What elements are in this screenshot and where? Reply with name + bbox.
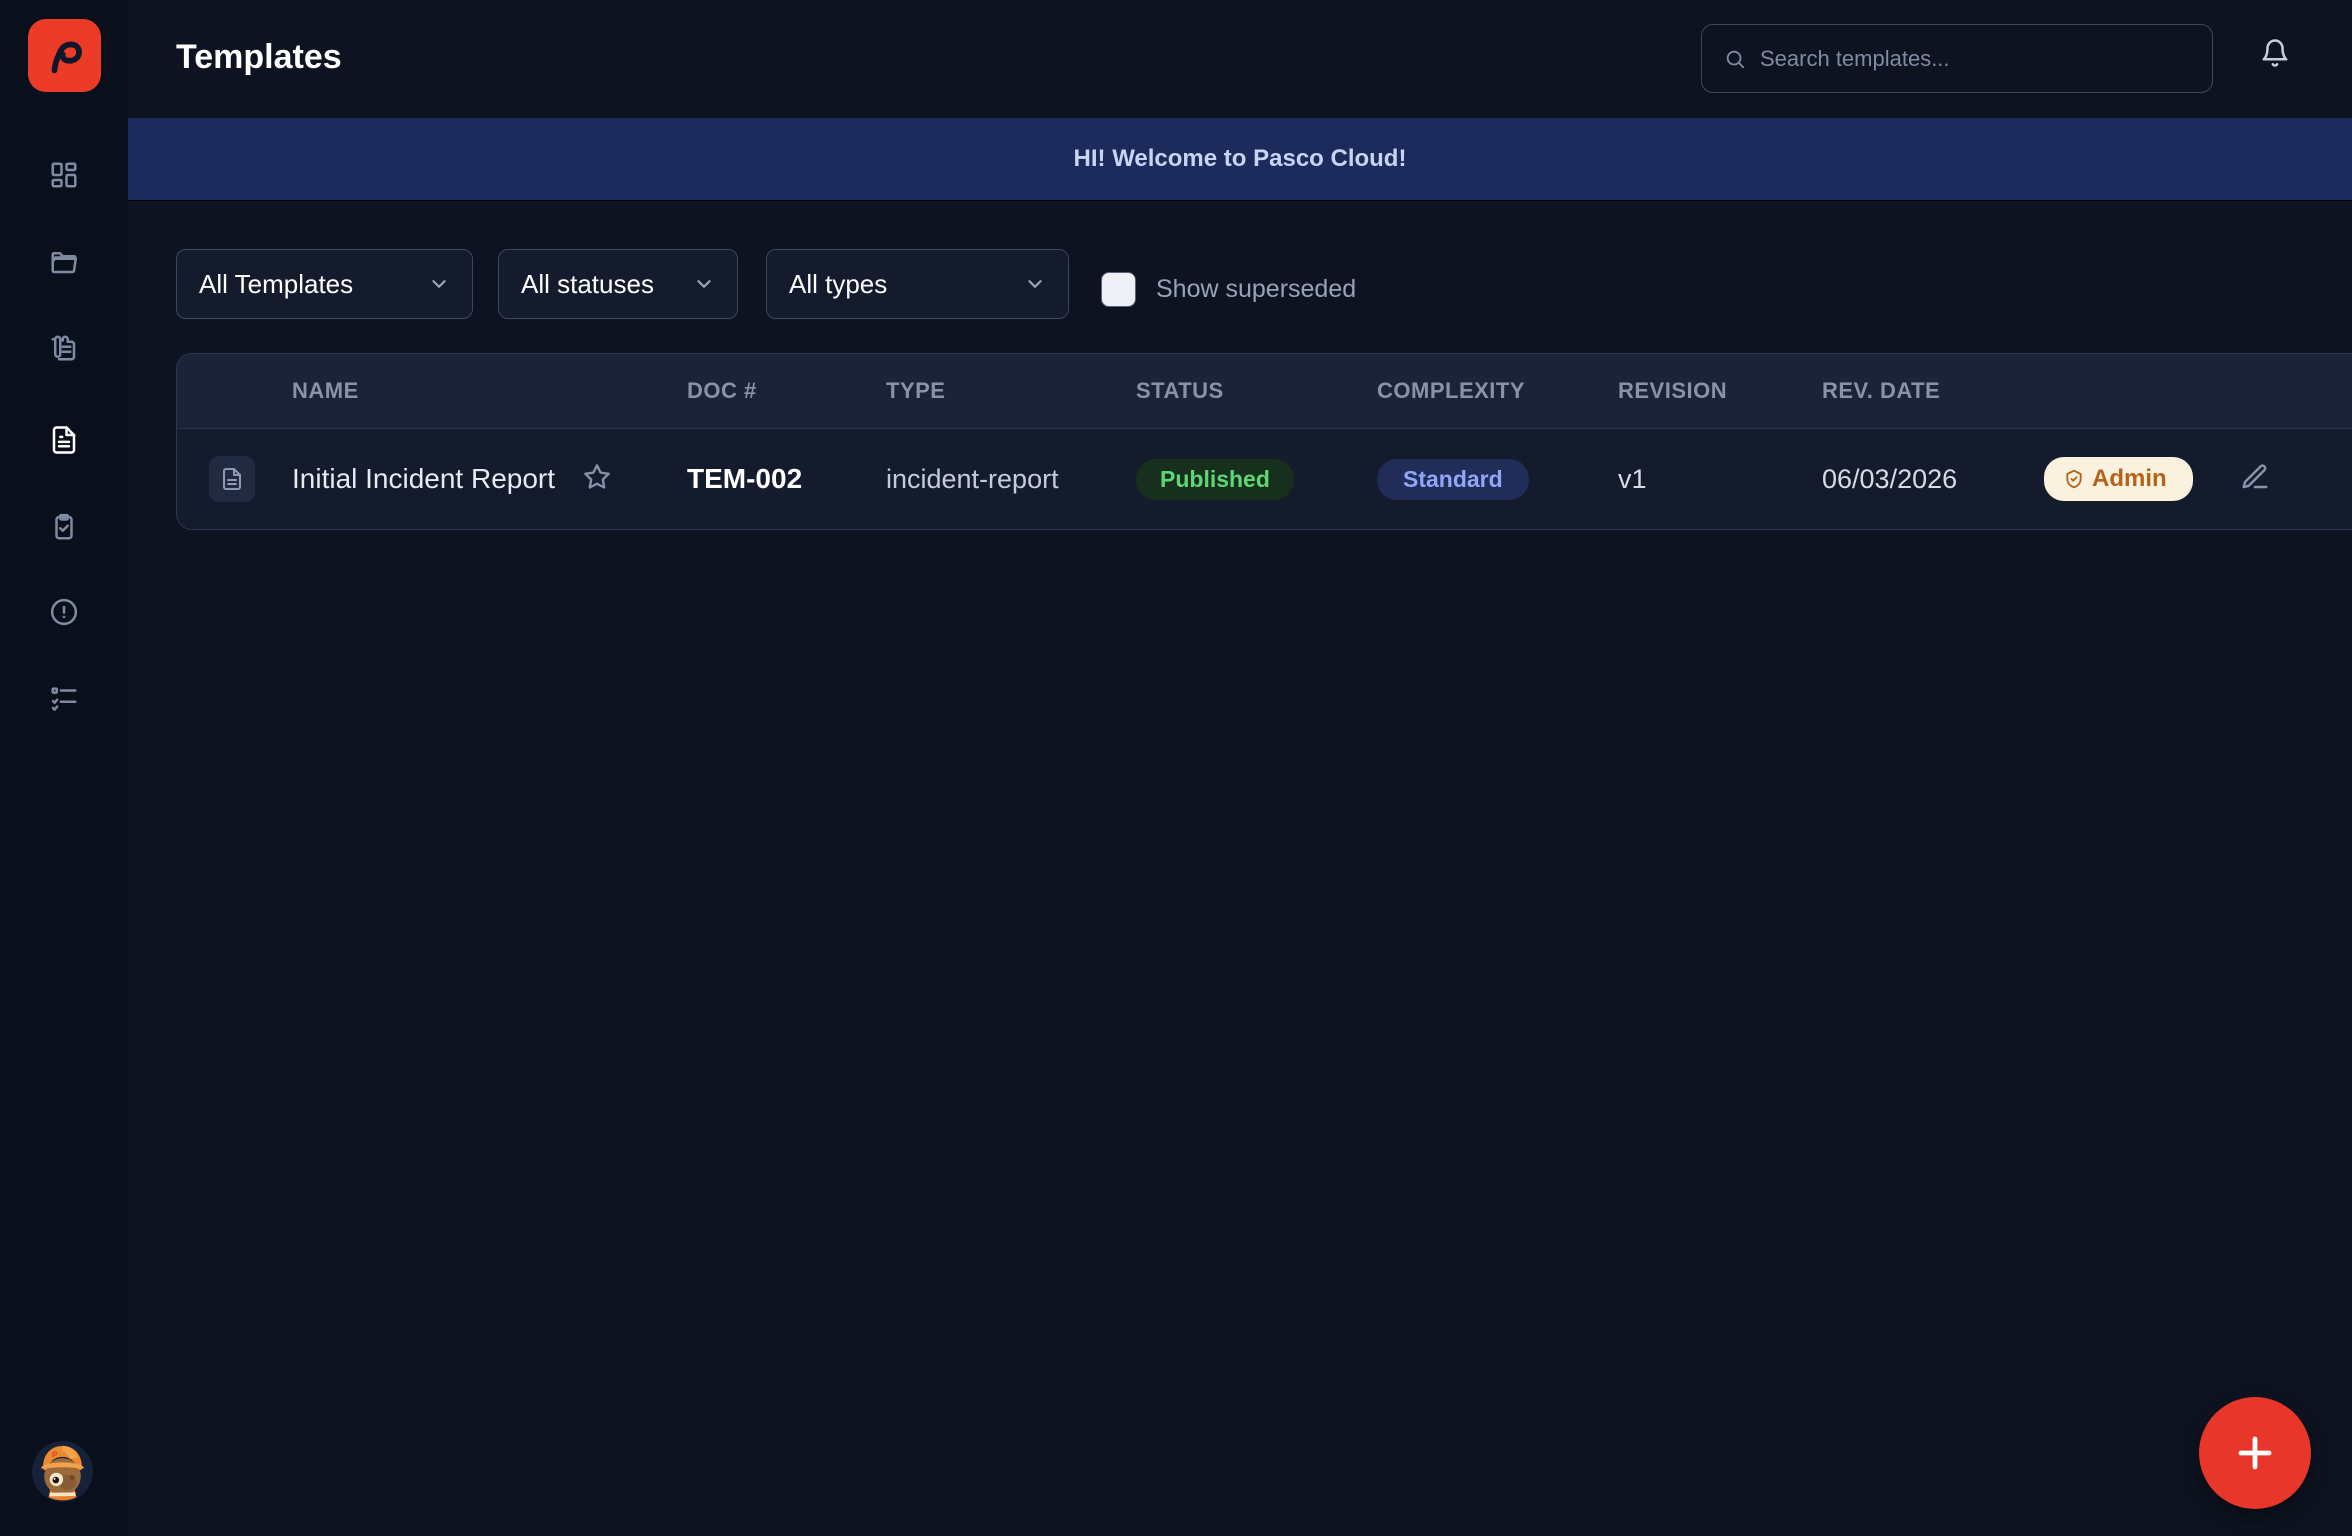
svg-text:P: P: [52, 1450, 58, 1459]
